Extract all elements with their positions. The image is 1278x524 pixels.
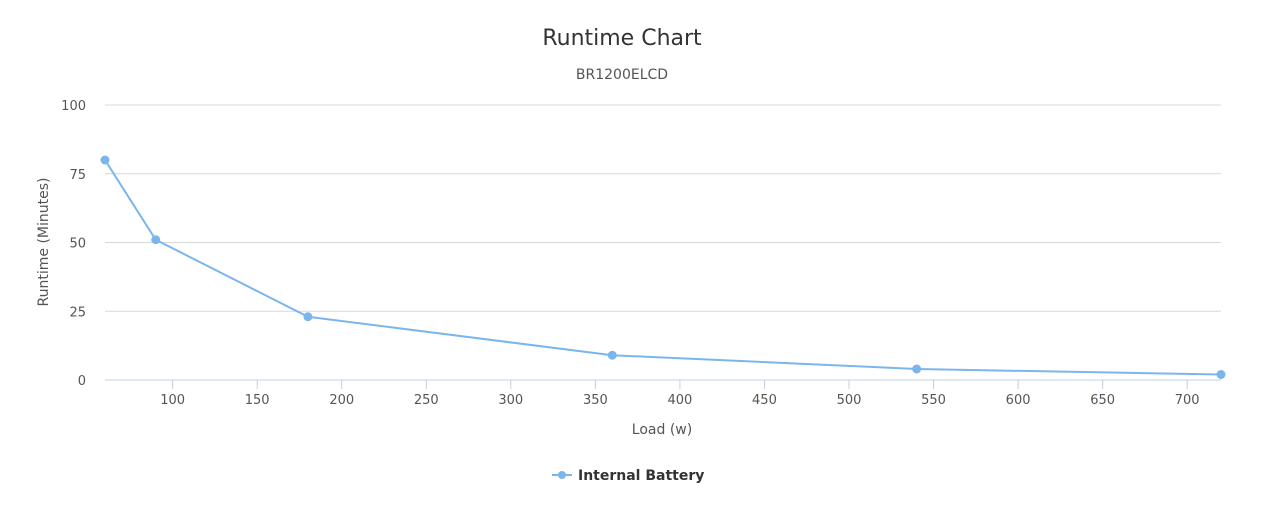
x-tick-label: 700: [1175, 393, 1200, 408]
x-axis: 100 150 200 250 300 350 400 450 500 550 600 650 700: [105, 379, 1221, 408]
chart-title: Runtime Chart: [542, 26, 702, 51]
data-point[interactable]: [100, 155, 110, 165]
y-axis-ticks: 0 25 50 75 100: [61, 99, 86, 389]
x-tick-label: 650: [1090, 393, 1115, 408]
x-tick-label: 550: [921, 393, 946, 408]
data-point[interactable]: [607, 350, 617, 360]
x-tick-label: 350: [583, 393, 608, 408]
y-tick-label: 100: [61, 99, 86, 114]
x-tick-label: 600: [1006, 393, 1031, 408]
x-tick-label: 500: [837, 393, 862, 408]
chart-subtitle: BR1200ELCD: [576, 67, 668, 83]
x-axis-title: Load (w): [632, 422, 692, 438]
x-tick-label: 250: [414, 393, 439, 408]
y-tick-label: 0: [78, 374, 86, 389]
y-tick-label: 75: [69, 168, 86, 183]
x-tick-label: 450: [752, 393, 777, 408]
legend-series-marker: [558, 471, 566, 479]
legend[interactable]: Internal Battery: [552, 468, 704, 484]
grid-lines: [105, 104, 1221, 312]
series-group: [100, 155, 1226, 379]
data-point[interactable]: [912, 364, 922, 374]
data-point[interactable]: [1216, 370, 1226, 379]
x-tick-label: 100: [160, 393, 185, 408]
data-point[interactable]: [151, 235, 161, 245]
x-tick-label: 200: [329, 393, 354, 408]
y-tick-label: 50: [69, 237, 86, 252]
y-tick-label: 25: [69, 305, 86, 320]
series-line: [104, 159, 1222, 376]
x-tick-label: 150: [245, 393, 270, 408]
data-point[interactable]: [303, 312, 313, 322]
y-axis-title: Runtime (Minutes): [36, 178, 52, 307]
x-tick-label: 300: [498, 393, 523, 408]
legend-series-label[interactable]: Internal Battery: [578, 468, 704, 484]
x-tick-label: 400: [667, 393, 692, 408]
